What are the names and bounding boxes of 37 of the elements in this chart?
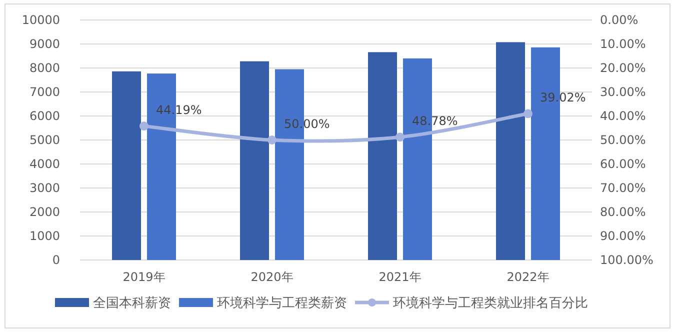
x-tick-label: 2020年 [250, 270, 294, 284]
y2-tick-label: 10.00% [600, 37, 646, 51]
y-tick-label: 6000 [29, 109, 60, 123]
y2-tick-label: 0.00% [600, 13, 638, 27]
y-tick-label: 4000 [29, 157, 60, 171]
y2-tick-label: 30.00% [600, 85, 646, 99]
y2-tick-label: 80.00% [600, 205, 646, 219]
y-tick-label: 7000 [29, 85, 60, 99]
y-tick-label: 2000 [29, 205, 60, 219]
bar [112, 71, 141, 260]
x-tick-label: 2019年 [122, 270, 166, 284]
y2-tick-label: 40.00% [600, 109, 646, 123]
y2-tick-label: 70.00% [600, 181, 646, 195]
y-tick-label: 1000 [29, 229, 60, 243]
legend-label: 环境科学与工程类薪资 [217, 295, 347, 311]
y-tick-label: 9000 [29, 37, 60, 51]
point [524, 109, 532, 118]
legend-label: 全国本科薪资 [93, 296, 171, 311]
y2-tick-label: 60.00% [600, 157, 646, 171]
y2-tick-label: 100.00% [600, 253, 654, 267]
bar [240, 61, 269, 260]
point [140, 122, 148, 131]
x-tick-label: 2021年 [378, 270, 422, 284]
x-tick-label: 2022年 [506, 270, 550, 284]
y-tick-label: 3000 [29, 181, 60, 195]
y2-tick-label: 90.00% [600, 229, 646, 243]
y2-tick-label: 50.00% [600, 133, 646, 147]
y-tick-label: 0 [52, 253, 60, 267]
y-tick-label: 10000 [22, 13, 60, 27]
point [396, 132, 404, 142]
y-tick-label: 5000 [29, 133, 60, 147]
bar [368, 52, 397, 260]
point [268, 136, 276, 144]
legend-label: 环境科学与工程类就业排名百分比 [393, 295, 588, 311]
y-tick-label: 8000 [29, 61, 60, 75]
bar [496, 42, 525, 260]
y2-tick-label: 20.00% [600, 61, 646, 75]
